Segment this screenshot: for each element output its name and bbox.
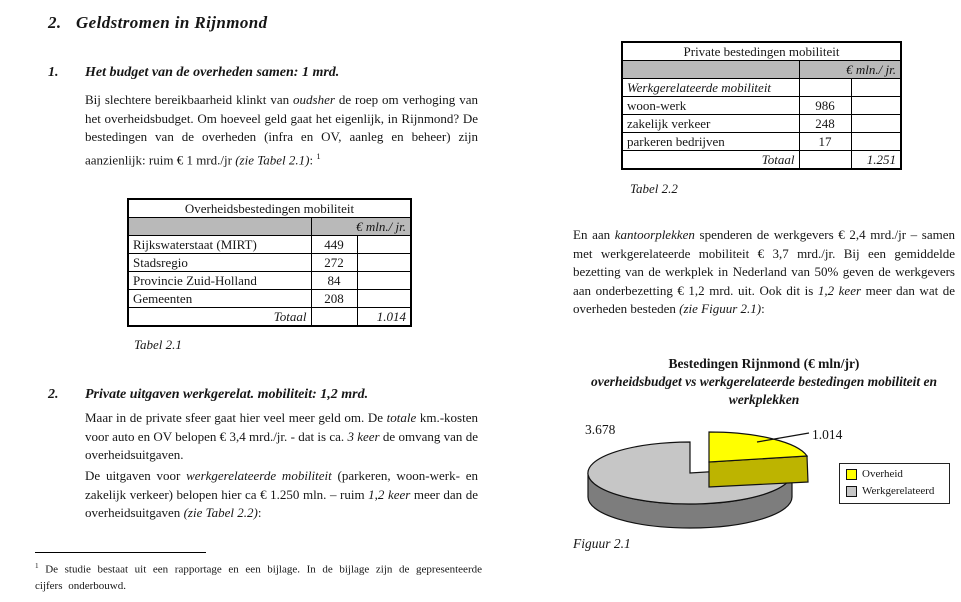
cell-value: 84 (310, 271, 358, 290)
legend-swatch-overheid-icon (846, 469, 857, 480)
table-total-row: Totaal 1.014 (127, 307, 412, 327)
section-1-number: 1. (48, 65, 59, 80)
cell-empty (850, 78, 902, 97)
footnote-rule (35, 552, 206, 553)
table-overheidsbestedingen: Overheidsbestedingen mobiliteit € mln./ … (127, 198, 412, 327)
cell-empty (850, 114, 902, 133)
cell-empty (310, 307, 358, 327)
section-1-heading: 1. Het budget van de overheden samen: 1 … (48, 65, 478, 81)
table-caption: Tabel 2.2 (630, 181, 678, 196)
table-row: parkeren bedrijven 17 (621, 132, 902, 151)
table-title-row: Private bestedingen mobiliteit (621, 41, 902, 61)
cell-label: Rijkswaterstaat (MIRT) (127, 235, 312, 254)
table-unit-row: € mln./ jr. (621, 60, 902, 79)
cell-empty (356, 235, 412, 254)
pie-slice-overheid (708, 431, 809, 463)
table-unit-row: € mln./ jr. (127, 217, 412, 236)
chart-title: Bestedingen Rijnmond (€ mln/jr) (668, 356, 860, 371)
table-title: Private bestedingen mobiliteit (621, 41, 902, 61)
page-title-number: 2. (48, 13, 62, 32)
cell-label: Stadsregio (127, 253, 312, 272)
pie-slice-werkgerelateerd (587, 441, 793, 505)
legend-swatch-werkgerelateerd-icon (846, 486, 857, 497)
section-2-paragraph-1: Maar in de private sfeer gaat hier veel … (85, 410, 478, 463)
cell-empty (850, 132, 902, 151)
table-row: Gemeenten 208 (127, 289, 412, 308)
legend-item-werkgerelateerd: Werkgerelateerd (846, 485, 946, 498)
cell-empty (356, 289, 412, 308)
section-2-number: 2. (48, 387, 59, 402)
cell-label: zakelijk verkeer (621, 114, 800, 133)
pie-slice-werkgerelateerd-side (587, 472, 793, 529)
section-2-heading-text: Private uitgaven werkgerelat. mobiliteit… (85, 387, 369, 402)
table-total-row: Totaal 1.251 (621, 150, 902, 170)
legend-item-overheid: Overheid (846, 468, 946, 481)
cell-empty (356, 253, 412, 272)
cell-value: 272 (310, 253, 358, 272)
table-row: woon-werk 986 (621, 96, 902, 115)
cell-value: 449 (310, 235, 358, 254)
legend-label-werkgerelateerd: Werkgerelateerd (862, 485, 935, 497)
pie-slice-overheid-side (708, 455, 809, 488)
table-row: Provincie Zuid-Holland 84 (127, 271, 412, 290)
right-column-paragraph: En aan kantoorplekken spenderen de werkg… (573, 227, 956, 317)
chart-legend: Overheid Werkgerelateerd (839, 463, 950, 504)
table-group-row: Werkgerelateerde mobiliteit (621, 78, 902, 97)
section-1-paragraph: Bij slechtere bereikbaarheid klinkt van … (85, 92, 478, 168)
cell-total-value: 1.014 (356, 307, 412, 327)
cell-empty (798, 150, 852, 170)
cell-empty (621, 60, 800, 79)
table-private-bestedingen: Private bestedingen mobiliteit € mln./ j… (621, 41, 902, 170)
footnote: 1 De studie bestaat uit een rapportage e… (35, 562, 482, 593)
cell-empty (356, 271, 412, 290)
data-label-overheid: 1.014 (812, 427, 843, 442)
cell-empty (798, 78, 852, 97)
table-row: Stadsregio 272 (127, 253, 412, 272)
cell-label: woon-werk (621, 96, 800, 115)
cell-value: 208 (310, 289, 358, 308)
cell-label: parkeren bedrijven (621, 132, 800, 151)
cell-total-label: Totaal (127, 307, 312, 327)
cell-value: 248 (798, 114, 852, 133)
table-caption: Tabel 2.1 (134, 337, 182, 352)
cell-value: 986 (798, 96, 852, 115)
cell-total-label: Totaal (621, 150, 800, 170)
page-title-text: Geldstromen in Rijnmond (76, 13, 268, 32)
chart-subtitle: overheidsbudget vs werkgerelateerde best… (590, 374, 938, 407)
legend-label-overheid: Overheid (862, 468, 903, 480)
figure-caption: Figuur 2.1 (573, 536, 631, 551)
cell-empty (850, 96, 902, 115)
cell-label: Provincie Zuid-Holland (127, 271, 312, 290)
section-2-paragraph-2: De uitgaven voor werkgerelateerde mobili… (85, 468, 478, 521)
cell-value: 17 (798, 132, 852, 151)
section-1-heading-text: Het budget van de overheden samen: 1 mrd… (85, 65, 340, 80)
cell-total-value: 1.251 (850, 150, 902, 170)
table-title: Overheidsbestedingen mobiliteit (127, 198, 412, 218)
table-title-row: Overheidsbestedingen mobiliteit (127, 198, 412, 218)
data-label-werkgerelateerd: 3.678 (585, 422, 616, 437)
unit-label: € mln./ jr. (798, 60, 902, 79)
cell-empty (127, 217, 312, 236)
page-title: 2. Geldstromen in Rijnmond (48, 13, 268, 33)
section-2-heading: 2. Private uitgaven werkgerelat. mobilit… (48, 387, 478, 403)
cell-group-label: Werkgerelateerde mobiliteit (621, 78, 800, 97)
table-row: zakelijk verkeer 248 (621, 114, 902, 133)
table-row: Rijkswaterstaat (MIRT) 449 (127, 235, 412, 254)
unit-label: € mln./ jr. (310, 217, 412, 236)
leader-line (756, 432, 810, 443)
cell-label: Gemeenten (127, 289, 312, 308)
